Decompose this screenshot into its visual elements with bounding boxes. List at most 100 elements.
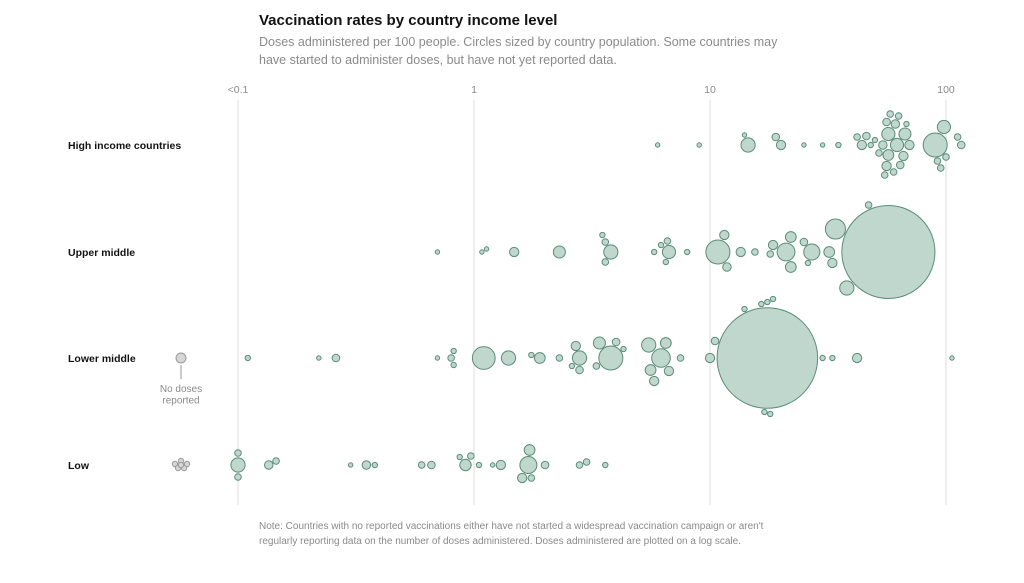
country-point xyxy=(417,461,426,469)
country-point xyxy=(479,249,485,255)
country-point xyxy=(347,462,354,468)
chart-note: Note: Countries with no reported vaccina… xyxy=(259,521,764,547)
country-point xyxy=(264,460,274,470)
country-point xyxy=(767,410,774,418)
country-point xyxy=(898,127,912,141)
country-point xyxy=(644,364,657,376)
no-dose-point xyxy=(175,352,187,364)
country-point xyxy=(823,246,836,258)
country-point xyxy=(552,245,566,259)
country-point xyxy=(942,153,950,161)
country-point xyxy=(555,354,564,362)
country-point xyxy=(799,237,809,247)
country-point xyxy=(517,472,528,484)
country-point xyxy=(839,280,855,296)
country-point xyxy=(540,460,550,470)
country-point xyxy=(575,461,584,469)
country-point xyxy=(867,141,874,149)
country-point xyxy=(528,351,535,359)
country-point xyxy=(853,133,861,141)
country-point xyxy=(775,139,787,151)
row-label: High income countries xyxy=(68,140,181,152)
country-point xyxy=(903,120,910,128)
chart-subtitle: Doses administered per 100 people. Circl… xyxy=(259,35,778,67)
chart-title: Vaccination rates by country income leve… xyxy=(259,12,558,29)
x-tick-label: 10 xyxy=(704,84,716,96)
country-point xyxy=(735,246,746,258)
country-point xyxy=(704,352,716,364)
country-point xyxy=(933,157,942,165)
country-point xyxy=(599,231,606,239)
country-point xyxy=(889,137,905,153)
country-point xyxy=(889,168,898,176)
country-point xyxy=(740,137,756,153)
country-point xyxy=(651,348,671,368)
country-point xyxy=(519,456,538,474)
country-point xyxy=(475,461,483,469)
country-point xyxy=(851,352,863,364)
country-point xyxy=(592,336,606,350)
country-point xyxy=(895,160,905,170)
country-point xyxy=(705,239,731,265)
country-point xyxy=(234,449,242,457)
country-point xyxy=(894,112,903,120)
country-point xyxy=(683,248,691,256)
country-point xyxy=(875,149,883,157)
country-point xyxy=(741,305,748,313)
country-point xyxy=(662,258,670,266)
country-point xyxy=(696,142,702,148)
x-tick-label: 100 xyxy=(937,84,955,96)
country-point xyxy=(663,365,675,377)
country-point xyxy=(244,354,251,362)
country-point xyxy=(427,460,436,470)
country-point xyxy=(650,248,658,256)
country-point xyxy=(824,218,846,240)
country-point xyxy=(881,126,896,142)
row-label: Low xyxy=(68,460,90,472)
country-point xyxy=(495,459,507,471)
country-point xyxy=(523,444,536,456)
country-point xyxy=(922,132,948,158)
country-point xyxy=(500,350,517,366)
country-point xyxy=(819,354,826,362)
country-point xyxy=(657,241,665,249)
country-point xyxy=(663,237,672,245)
country-point xyxy=(641,337,657,353)
country-point xyxy=(649,375,660,387)
bubble-chart: <0.1 1 10 100 High income countries Upper mid… xyxy=(68,84,966,505)
no-dose-point xyxy=(177,461,185,469)
country-point xyxy=(450,361,457,369)
country-point xyxy=(716,307,819,409)
country-point xyxy=(611,337,621,347)
country-point xyxy=(949,355,955,361)
country-point xyxy=(878,140,888,150)
country-point xyxy=(882,149,895,161)
country-point xyxy=(776,242,796,262)
country-point xyxy=(459,458,472,472)
country-point xyxy=(741,132,748,138)
country-point xyxy=(769,295,777,303)
country-point xyxy=(603,244,619,260)
country-point xyxy=(719,229,730,241)
country-point xyxy=(483,246,490,252)
country-point xyxy=(434,249,441,255)
country-point xyxy=(570,340,581,352)
country-point xyxy=(601,238,610,246)
country-point xyxy=(661,244,677,260)
country-point xyxy=(953,133,962,141)
country-point xyxy=(571,350,588,366)
country-point xyxy=(761,408,768,416)
no-dose-label: No doses xyxy=(160,384,202,395)
country-point xyxy=(509,246,520,258)
country-point xyxy=(890,119,901,129)
country-point xyxy=(880,171,889,179)
country-point xyxy=(904,139,915,151)
country-point xyxy=(882,117,891,127)
country-point xyxy=(272,457,280,465)
country-point xyxy=(601,258,610,266)
country-point xyxy=(862,131,871,141)
country-point xyxy=(936,119,952,135)
country-point xyxy=(751,248,759,256)
country-point xyxy=(533,352,546,364)
country-point xyxy=(722,262,732,272)
